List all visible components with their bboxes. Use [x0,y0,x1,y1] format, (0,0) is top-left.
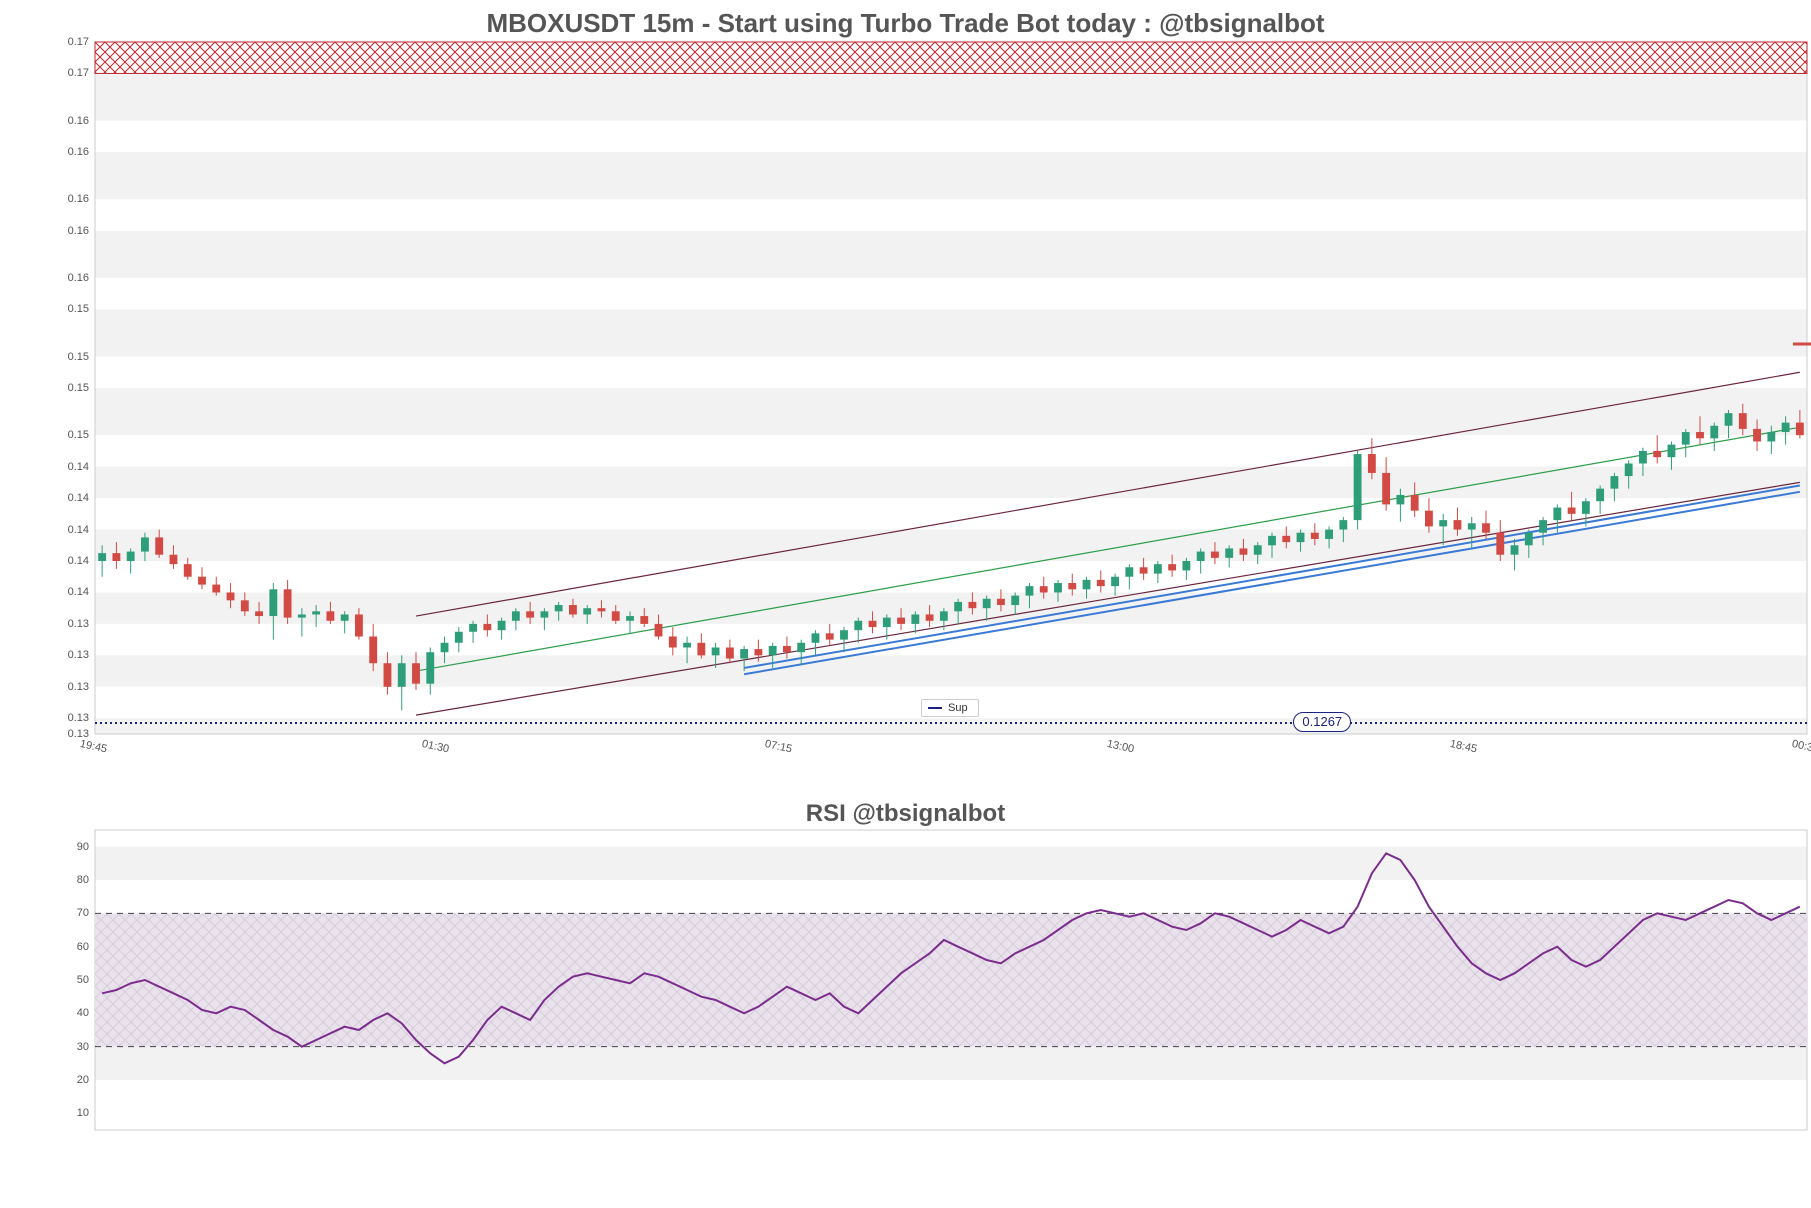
y-tick-label: 0.16 [68,272,95,284]
x-tick-label: 07:15 [764,738,793,755]
x-tick-label: 01:30 [421,738,450,755]
rsi-y-tick-label: 70 [77,907,95,919]
rsi-y-tick-label: 90 [77,841,95,853]
y-tick-label: 0.16 [68,115,95,127]
y-tick-label: 0.17 [68,67,95,79]
y-tick-label: 0.16 [68,146,95,158]
legend-label: Sup [948,702,968,714]
rsi-y-tick-label: 10 [77,1107,95,1119]
y-tick-label: 0.16 [68,225,95,237]
rsi-y-tick-label: 30 [77,1041,95,1053]
y-tick-label: 0.15 [68,382,95,394]
y-tick-label: 0.14 [68,461,95,473]
y-tick-label: 0.14 [68,586,95,598]
y-tick-label: 0.13 [68,649,95,661]
rsi-y-tick-label: 50 [77,974,95,986]
x-tick-label: 13:00 [1106,738,1135,755]
y-tick-label: 0.15 [68,303,95,315]
y-tick-label: 0.13 [68,712,95,724]
y-tick-label: 0.13 [68,681,95,693]
y-tick-label: 0.14 [68,524,95,536]
rsi-y-tick-label: 60 [77,941,95,953]
y-tick-label: 0.14 [68,555,95,567]
support-value-label: 0.1267 [1293,712,1351,732]
x-tick-label: 19:45 [79,738,108,755]
legend-sup: Sup [921,699,979,717]
rsi-chart-title: RSI @tbsignalbot [0,800,1811,828]
x-tick-label: 18:45 [1448,738,1477,755]
rsi-y-tick-label: 80 [77,874,95,886]
y-tick-label: 0.13 [68,618,95,630]
rsi-y-tick-label: 20 [77,1074,95,1086]
y-tick-label: 0.14 [68,492,95,504]
x-tick-label: 00:30 [1791,738,1811,755]
rsi-chart: 102030405060708090 [95,830,1807,1130]
main-price-chart: 0.170.170.160.160.160.160.160.150.150.15… [95,42,1807,734]
y-tick-label: 0.15 [68,429,95,441]
rsi-y-tick-label: 40 [77,1007,95,1019]
y-tick-label: 0.16 [68,193,95,205]
y-tick-label: 0.17 [68,36,95,48]
y-tick-label: 0.15 [68,351,95,363]
main-chart-title: MBOXUSDT 15m - Start using Turbo Trade B… [0,8,1811,39]
